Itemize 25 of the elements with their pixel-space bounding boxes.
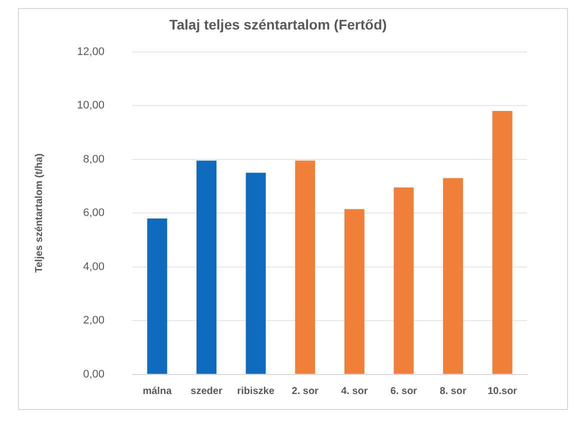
bar [492, 110, 512, 374]
y-tick-label: 0,00 [83, 368, 105, 380]
x-tick-label: 10.sor [488, 386, 518, 398]
bar [246, 172, 266, 374]
x-tick-label: 2. sor [292, 386, 319, 398]
x-tick-label: ribiszke [237, 386, 275, 398]
x-tick-label: 8. sor [440, 386, 466, 398]
y-axis-title: Teljes széntartalom (t/ha) [34, 153, 45, 273]
x-tick-label: 4. sor [341, 386, 368, 398]
y-tick-label: 2,00 [83, 314, 105, 327]
x-tick-label: 6. sor [390, 386, 418, 398]
bar [295, 160, 316, 374]
bar [196, 160, 216, 374]
bar [394, 188, 414, 374]
bar [344, 209, 364, 374]
bar [147, 218, 168, 374]
bar [443, 178, 464, 374]
x-tick-label: málna [142, 386, 172, 398]
y-tick-label: 10,00 [76, 100, 105, 112]
y-tick-label: 8,00 [83, 153, 105, 166]
x-tick-label: szeder [190, 386, 222, 398]
chart-title: Talaj teljes széntartalom (Fertőd) [169, 16, 387, 32]
y-tick-label: 6,00 [83, 207, 105, 220]
y-tick-label: 12,00 [76, 46, 105, 58]
y-tick-label: 4,00 [83, 260, 105, 273]
